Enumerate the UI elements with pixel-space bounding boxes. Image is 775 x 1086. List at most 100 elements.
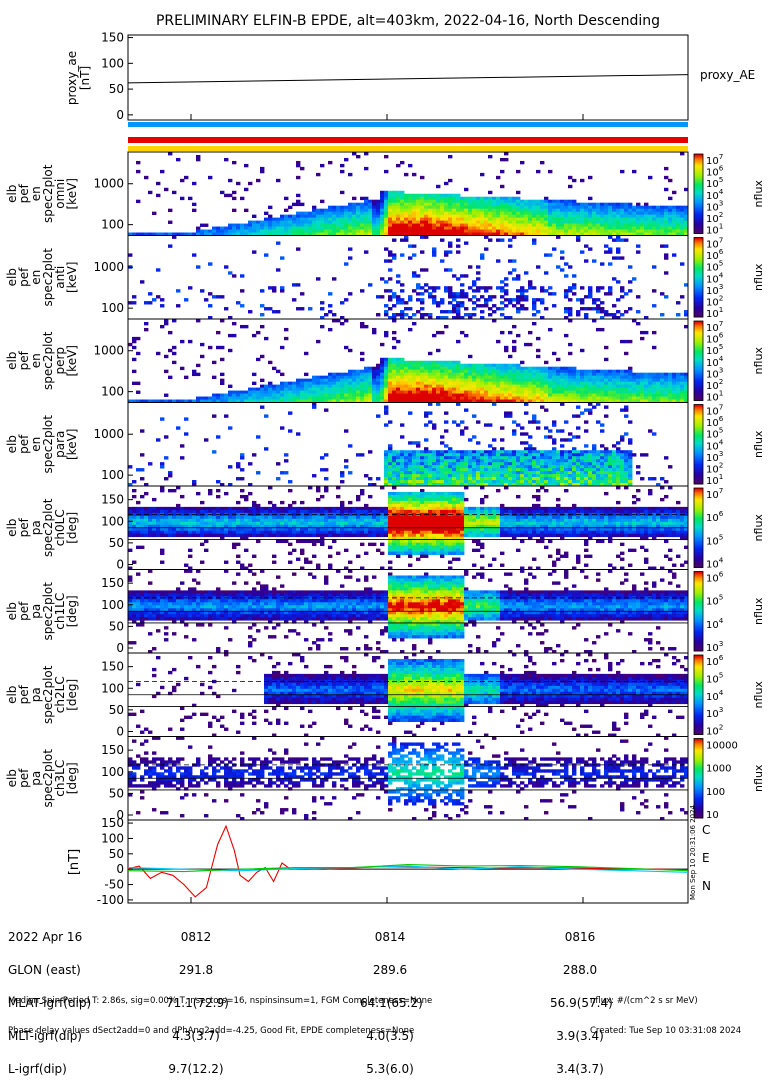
spectrogram-cell (384, 223, 389, 227)
spectrogram-cell (244, 229, 249, 233)
spectrogram-cell (528, 369, 533, 374)
spectrogram-cell (488, 453, 493, 457)
spectrogram-cell (392, 217, 397, 221)
spectrogram-cell (324, 211, 329, 216)
spectrogram-cell (464, 372, 469, 377)
spectrogram-cell (656, 393, 661, 397)
spectrogram-cell (548, 453, 553, 457)
spectrogram-cell (384, 208, 389, 213)
spectrogram-cell (364, 196, 369, 201)
spectrogram-cell (400, 298, 405, 302)
spectrogram-cell (592, 307, 597, 311)
spectrogram-cell (592, 202, 597, 207)
spectrogram-cell (588, 205, 593, 210)
spectrogram-cell (228, 518, 233, 523)
spectrogram-cell (448, 199, 453, 204)
spectrogram-cell (348, 217, 353, 221)
spectrogram-cell (652, 387, 657, 391)
spectrogram-cell (408, 295, 413, 299)
spectrogram-cell (548, 477, 553, 481)
spectrogram-cell (624, 202, 629, 207)
spectrogram-cell (544, 399, 549, 403)
spectrogram-cell (492, 304, 497, 308)
spectrogram-cell (400, 399, 405, 403)
spectrogram-cell (376, 202, 381, 207)
spectrogram-cell (548, 450, 553, 454)
spectrogram-cell (328, 229, 333, 233)
spectrogram-cell (272, 503, 277, 508)
spectrogram-cell (604, 223, 609, 227)
spectrogram-cell (384, 220, 389, 224)
spectrogram-cell (636, 387, 641, 391)
spectrogram-cell (400, 217, 405, 221)
spectrogram-cell (440, 471, 445, 475)
spectrogram-cell (440, 480, 445, 484)
spectrogram-cell (472, 453, 477, 457)
spectrogram-cell (272, 515, 277, 520)
spectrogram-cell (160, 232, 165, 236)
spectrogram-cell (408, 462, 413, 466)
spectrogram-cell (576, 313, 581, 317)
spectrogram-cell (684, 232, 689, 236)
spectrogram-cell (468, 232, 473, 236)
spectrogram-cell (604, 462, 609, 466)
spectrogram-cell (380, 375, 385, 380)
spectrogram-cell (340, 500, 345, 505)
spectrogram-cell (620, 462, 625, 466)
spectrogram-cell (324, 232, 329, 236)
spectrogram-cell (464, 393, 469, 397)
spectrogram-cell (680, 229, 685, 233)
spectrogram-cell (596, 205, 601, 210)
spectrogram-cell (196, 154, 201, 159)
spectrogram-cell (400, 387, 405, 391)
spectrogram-cell (420, 232, 425, 236)
spectrogram-cell (600, 217, 605, 221)
spectrogram-cell (404, 462, 409, 466)
spectrogram-cell (676, 220, 681, 224)
spectrogram-cell (472, 462, 477, 466)
spectrogram-cell (476, 399, 481, 403)
spectrogram-cell (148, 518, 153, 523)
spectrogram-cell (364, 375, 369, 380)
spectrogram-cell (568, 289, 573, 293)
spectrogram-cell (156, 193, 161, 198)
spectrogram-cell (556, 393, 561, 397)
spectrogram-cell (484, 462, 489, 466)
spectrogram-cell (200, 560, 205, 564)
spectrogram-cell (428, 226, 433, 230)
spectrogram-cell (404, 307, 409, 311)
spectrogram-cell (140, 280, 145, 284)
spectrogram-cell (420, 483, 425, 487)
spectrogram-cell (248, 393, 253, 397)
spectrogram-cell (296, 220, 301, 224)
spectrogram-cell (284, 518, 289, 523)
spectrogram-cell (372, 390, 377, 394)
spectrogram-cell (584, 208, 589, 213)
spectrogram-cell (476, 468, 481, 472)
spectrogram-cell (612, 453, 617, 457)
spectrogram-cell (584, 399, 589, 403)
spectrogram-cell (276, 226, 281, 230)
spectrogram-cell (444, 381, 449, 386)
spectrogram-cell (608, 262, 613, 266)
spectrogram-cell (560, 456, 565, 460)
spectrogram-cell (452, 387, 457, 391)
spectrogram-cell (616, 477, 621, 481)
spectrogram-cell (596, 399, 601, 403)
spectrogram-cell (268, 307, 273, 311)
spectrogram-cell (436, 390, 441, 394)
spectrogram-cell (536, 399, 541, 403)
spectrogram-cell (256, 530, 261, 535)
spectrogram-cell (476, 205, 481, 210)
spectrogram-cell (324, 399, 329, 403)
spectrogram-cell (624, 483, 629, 487)
spectrogram-cell (512, 474, 517, 478)
spectrogram-cell (204, 518, 209, 523)
spectrogram-cell (136, 515, 141, 520)
spectrogram-cell (220, 378, 225, 383)
spectrogram-cell (584, 205, 589, 210)
spectrogram-cell (492, 232, 497, 236)
spectrogram-cell (208, 175, 213, 180)
spectrogram-cell (288, 399, 293, 403)
spectrogram-cell (240, 229, 245, 233)
